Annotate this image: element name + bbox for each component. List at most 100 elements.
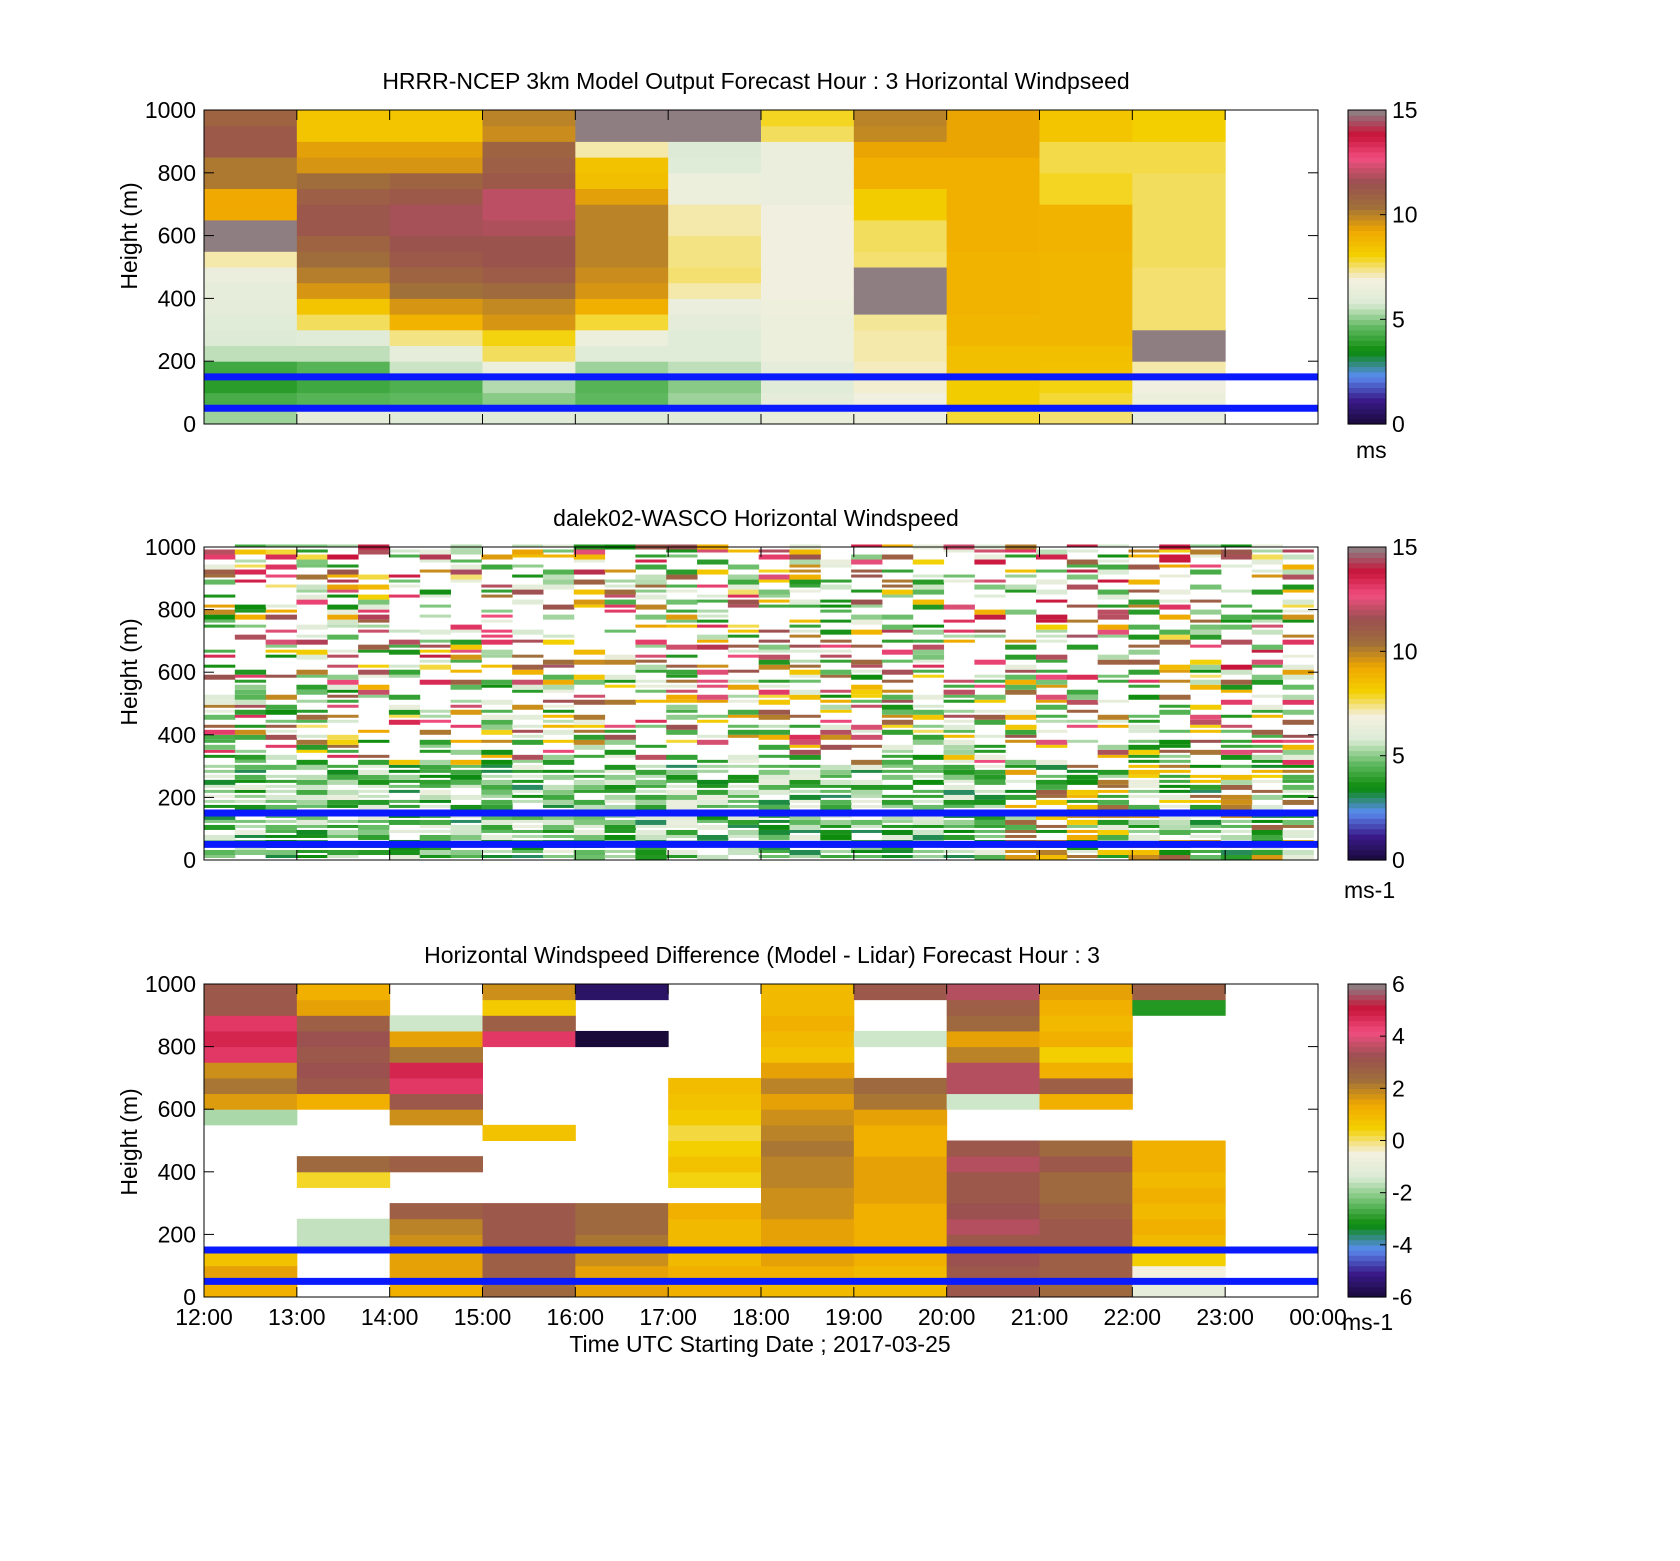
heatmap-cell [542, 789, 575, 795]
heatmap-cell [1036, 549, 1068, 555]
heatmap-cell [1159, 819, 1191, 825]
heatmap-cell [1251, 664, 1284, 668]
heatmap-cell [635, 849, 667, 855]
colorbar-swatch [1348, 1083, 1386, 1089]
heatmap-cell [388, 574, 421, 578]
heatmap-cell [296, 376, 391, 394]
colorbar-swatch [1348, 771, 1386, 778]
heatmap-cell [450, 759, 482, 765]
heatmap-cell [1282, 799, 1314, 805]
x-tick-label: 22:00 [1104, 1304, 1162, 1330]
heatmap-cell [761, 1171, 855, 1188]
x-axis-label: Time UTC Starting Date ; 2017-03-25 [569, 1331, 950, 1357]
heatmap-cell [820, 769, 852, 775]
heatmap-cell [1066, 804, 1099, 810]
heatmap-cell [388, 629, 421, 633]
heatmap-cell [1190, 829, 1222, 833]
colorbar-swatch [1348, 1098, 1386, 1105]
heatmap-cell [604, 579, 636, 583]
heatmap-cell [1190, 669, 1222, 673]
heatmap-cell [761, 235, 855, 252]
colorbar-swatch [1348, 287, 1386, 294]
heatmap-cell [575, 172, 669, 189]
heatmap-cell [1220, 774, 1253, 780]
heatmap-cell [1039, 1140, 1133, 1157]
colorbar-swatch [1348, 1161, 1386, 1168]
heatmap-cell [234, 799, 267, 803]
heatmap-cell [727, 779, 760, 783]
heatmap-cell [851, 689, 883, 695]
heatmap-cell [419, 569, 452, 573]
heatmap-cell [1036, 654, 1068, 660]
heatmap-cell [727, 754, 760, 760]
heatmap-cell [573, 719, 606, 725]
heatmap-cell [761, 1062, 855, 1079]
heatmap-cell [1282, 779, 1314, 783]
colorbar-swatch [1348, 1255, 1386, 1262]
heatmap-cell [1066, 764, 1099, 768]
heatmap-cell [697, 664, 729, 668]
heatmap-cell [389, 219, 483, 237]
heatmap-cell [761, 1265, 855, 1282]
y-axis-label: Height (m) [116, 618, 142, 725]
heatmap-cell [265, 644, 297, 648]
heatmap-cell [573, 679, 606, 685]
colorbar-swatch [1348, 1077, 1386, 1084]
heatmap-cell [1282, 554, 1314, 560]
heatmap-cell [204, 754, 236, 758]
heatmap-cell [668, 1077, 762, 1095]
colorbar-swatch [1348, 130, 1386, 137]
colorbar-swatch [1348, 1025, 1386, 1032]
heatmap-cell [1132, 1187, 1226, 1204]
heatmap-cell [853, 172, 948, 189]
heatmap-cell [512, 854, 544, 858]
heatmap-cell [635, 664, 667, 670]
heatmap-cell [1128, 684, 1160, 688]
colorbar-swatch [1348, 209, 1386, 216]
colorbar-swatch [1348, 324, 1386, 331]
heatmap-cell [943, 749, 975, 755]
heatmap-cell [1039, 329, 1133, 346]
heatmap-cell [1128, 694, 1160, 700]
heatmap-cell [635, 584, 667, 588]
heatmap-cell [1005, 814, 1037, 820]
heatmap-cell [912, 654, 945, 660]
colorbar-swatch [1348, 1114, 1386, 1121]
heatmap-cell [761, 1015, 855, 1032]
heatmap-cell [358, 574, 390, 580]
colorbar-swatch [1348, 235, 1386, 242]
heatmap-cell [204, 714, 236, 720]
colorbar-swatch [1348, 1223, 1386, 1230]
heatmap-cell [758, 574, 790, 580]
heatmap-cell [974, 819, 1006, 825]
heatmap-cell [727, 759, 760, 763]
heatmap-cell [789, 784, 821, 788]
heatmap-cell [943, 849, 975, 853]
heatmap-cell [296, 559, 328, 565]
colorbar-swatch [1348, 371, 1386, 378]
heatmap-cell [1005, 689, 1037, 695]
heatmap-cell [265, 654, 297, 658]
colorbar-swatch [1348, 844, 1386, 851]
heatmap-cell [450, 764, 482, 768]
heatmap-cell [234, 834, 267, 838]
heatmap-cell [204, 1046, 298, 1063]
heatmap-cell [358, 584, 390, 590]
heatmap-cell [1036, 814, 1068, 820]
heatmap-cell [204, 1030, 298, 1048]
heatmap-cell [481, 634, 513, 638]
heatmap-cell [204, 799, 236, 803]
heatmap-cell [666, 569, 698, 575]
heatmap-cell [1220, 794, 1253, 800]
colorbar-swatch [1348, 599, 1386, 605]
heatmap-cell [327, 699, 359, 703]
colorbar-swatch [1348, 547, 1386, 553]
colorbar-swatch [1348, 620, 1386, 626]
heatmap-cell [1220, 824, 1253, 828]
heatmap-cell [389, 1156, 483, 1173]
y-tick-label: 0 [183, 1284, 196, 1310]
heatmap-cell [1039, 157, 1133, 174]
heatmap-cell [204, 549, 236, 555]
heatmap-cell [389, 1250, 483, 1267]
heatmap-cell [512, 714, 544, 720]
